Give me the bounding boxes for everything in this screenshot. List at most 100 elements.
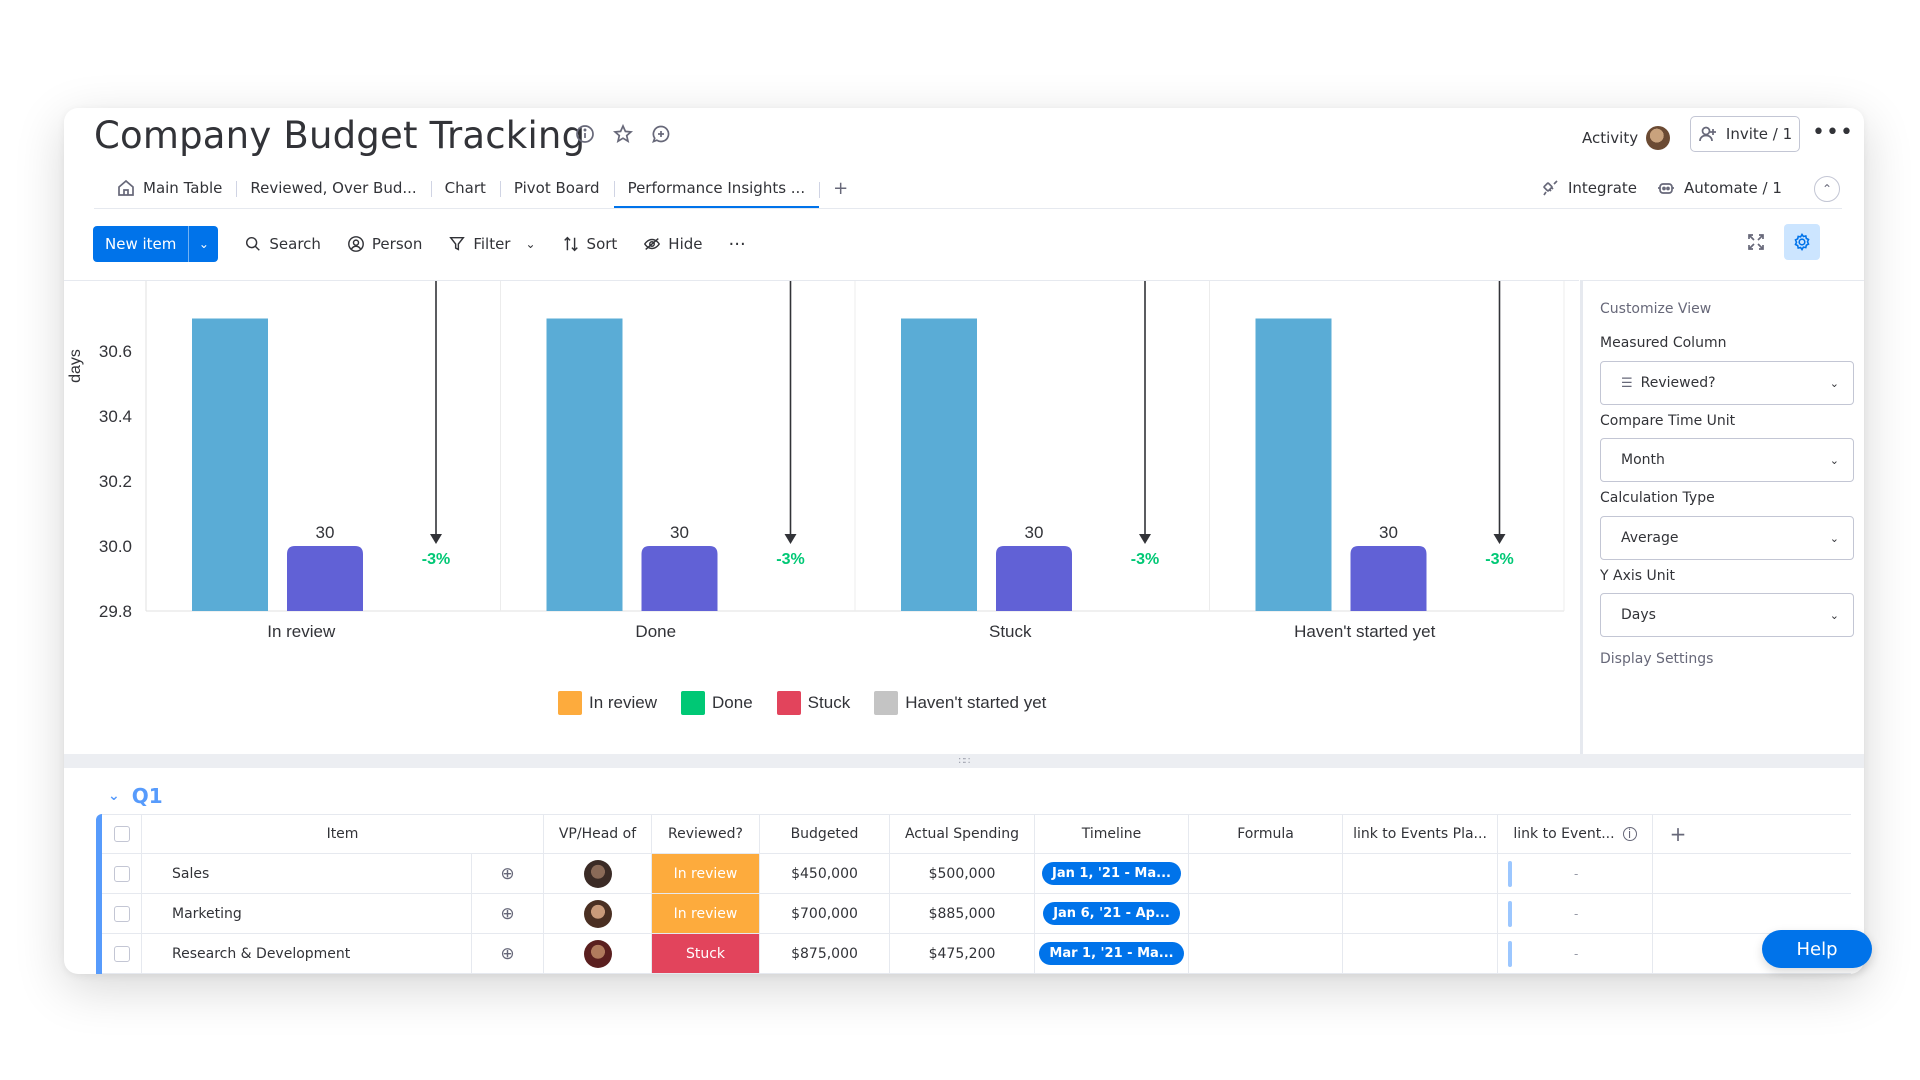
chevron-down-icon[interactable]: ⌄: [525, 237, 536, 251]
legend-item-havent-started[interactable]: Haven't started yet: [874, 691, 1046, 715]
y-axis-unit-select[interactable]: Days ⌄: [1600, 593, 1854, 637]
budgeted-cell[interactable]: $450,000: [760, 854, 890, 893]
status-cell[interactable]: In review: [652, 854, 760, 893]
tab-pivot-board[interactable]: Pivot Board: [499, 168, 614, 208]
person-cell[interactable]: [544, 894, 652, 933]
column-header-link-events[interactable]: link to Event... i: [1498, 815, 1653, 853]
timeline-cell[interactable]: Jan 1, '21 - Ma...: [1035, 854, 1189, 893]
bar-current: [287, 546, 363, 611]
add-view-button[interactable]: +: [819, 178, 862, 199]
table-row[interactable]: Marketing ⊕ In review $700,000 $885,000 …: [102, 894, 1851, 934]
tab-main-table[interactable]: Main Table: [102, 168, 236, 208]
link-cell[interactable]: -: [1498, 854, 1653, 893]
activity-button[interactable]: Activity: [1582, 126, 1671, 150]
checkbox[interactable]: [113, 905, 130, 922]
group-title[interactable]: Q1: [131, 784, 163, 808]
collapse-header-button[interactable]: ⌃: [1814, 176, 1840, 202]
table-row[interactable]: Research & Development ⊕ Stuck $875,000 …: [102, 934, 1851, 974]
chevron-down-icon[interactable]: ⌄: [108, 788, 120, 804]
link-cell[interactable]: [1343, 854, 1498, 893]
widget-settings-button[interactable]: [1784, 224, 1820, 260]
search-button[interactable]: Search: [244, 235, 321, 253]
info-icon[interactable]: i: [1622, 827, 1637, 841]
checkbox[interactable]: [113, 945, 130, 962]
calculation-type-label: Calculation Type: [1600, 490, 1715, 506]
change-percent-label: -3%: [422, 551, 450, 568]
timeline-cell[interactable]: Mar 1, '21 - Ma...: [1035, 934, 1189, 973]
row-checkbox[interactable]: [102, 934, 142, 973]
person-avatar: [583, 899, 612, 928]
checkbox[interactable]: [113, 865, 130, 882]
person-cell[interactable]: [544, 854, 652, 893]
integrate-button[interactable]: Integrate: [1540, 178, 1637, 198]
chat-icon[interactable]: [651, 124, 671, 144]
add-column-button[interactable]: +: [1669, 822, 1687, 846]
actual-spending-cell[interactable]: $500,000: [890, 854, 1035, 893]
column-header-formula[interactable]: Formula: [1189, 815, 1343, 853]
y-tick-label: 30.4: [99, 407, 132, 426]
link-cell[interactable]: -: [1498, 934, 1653, 973]
link-cell[interactable]: [1343, 934, 1498, 973]
column-header-actual[interactable]: Actual Spending: [890, 815, 1035, 853]
tab-chart[interactable]: Chart: [430, 168, 500, 208]
filter-button[interactable]: Filter ⌄: [448, 235, 536, 253]
display-settings-heading[interactable]: Display Settings: [1600, 651, 1714, 667]
invite-button[interactable]: Invite / 1: [1690, 116, 1800, 152]
timeline-pill: Jan 6, '21 - Ap...: [1043, 902, 1180, 925]
link-cell[interactable]: [1343, 894, 1498, 933]
calculation-type-select[interactable]: Average ⌄: [1600, 516, 1854, 560]
column-header-timeline[interactable]: Timeline: [1035, 815, 1189, 853]
formula-cell[interactable]: [1189, 854, 1343, 893]
item-name[interactable]: Sales: [142, 854, 472, 893]
star-icon[interactable]: [613, 124, 633, 144]
add-update-button[interactable]: ⊕: [472, 854, 544, 893]
automate-button[interactable]: Automate / 1: [1656, 178, 1782, 198]
status-cell[interactable]: In review: [652, 894, 760, 933]
person-filter-button[interactable]: Person: [347, 235, 422, 253]
tab-reviewed-over-budget[interactable]: Reviewed, Over Bud...: [236, 168, 430, 208]
group-header[interactable]: ⌄ Q1: [108, 784, 163, 808]
status-cell[interactable]: Stuck: [652, 934, 760, 973]
resize-handle[interactable]: ∷∷: [64, 754, 1864, 768]
actual-spending-cell[interactable]: $885,000: [890, 894, 1035, 933]
add-update-button[interactable]: ⊕: [472, 894, 544, 933]
actual-spending-cell[interactable]: $475,200: [890, 934, 1035, 973]
budgeted-cell[interactable]: $700,000: [760, 894, 890, 933]
tab-performance-insights[interactable]: Performance Insights ...: [613, 168, 820, 209]
legend-item-in-review[interactable]: In review: [558, 691, 657, 715]
table-row[interactable]: Sales ⊕ In review $450,000 $500,000 Jan …: [102, 854, 1851, 894]
chevron-down-icon: ⌄: [1829, 453, 1839, 467]
checkbox[interactable]: [113, 826, 130, 842]
compare-time-unit-select[interactable]: Month ⌄: [1600, 438, 1854, 482]
measured-column-select[interactable]: ☰ Reviewed? ⌄: [1600, 361, 1854, 405]
more-actions-button[interactable]: ···: [728, 233, 746, 255]
link-cell[interactable]: -: [1498, 894, 1653, 933]
item-name[interactable]: Research & Development: [142, 934, 472, 973]
chevron-down-icon[interactable]: ⌄: [188, 226, 218, 262]
board-more-menu[interactable]: •••: [1812, 120, 1854, 145]
column-header-budgeted[interactable]: Budgeted: [760, 815, 890, 853]
row-checkbox[interactable]: [102, 854, 142, 893]
hide-button[interactable]: Hide: [643, 235, 703, 253]
formula-cell[interactable]: [1189, 934, 1343, 973]
robot-icon: [1656, 178, 1676, 198]
column-header-link-events-plan[interactable]: link to Events Pla...: [1343, 815, 1498, 853]
row-checkbox[interactable]: [102, 894, 142, 933]
sort-button[interactable]: Sort: [562, 235, 617, 253]
item-name[interactable]: Marketing: [142, 894, 472, 933]
formula-cell[interactable]: [1189, 894, 1343, 933]
legend-item-done[interactable]: Done: [681, 691, 753, 715]
column-header-item[interactable]: Item: [142, 815, 544, 853]
info-icon[interactable]: [575, 124, 595, 144]
add-update-button[interactable]: ⊕: [472, 934, 544, 973]
column-header-reviewed[interactable]: Reviewed?: [652, 815, 760, 853]
timeline-cell[interactable]: Jan 6, '21 - Ap...: [1035, 894, 1189, 933]
new-item-button[interactable]: New item ⌄: [93, 226, 219, 262]
help-button[interactable]: Help: [1762, 930, 1872, 968]
select-all-checkbox[interactable]: [102, 815, 142, 853]
budgeted-cell[interactable]: $875,000: [760, 934, 890, 973]
fullscreen-icon[interactable]: [1746, 232, 1766, 252]
person-cell[interactable]: [544, 934, 652, 973]
column-header-vp[interactable]: VP/Head of: [544, 815, 652, 853]
legend-item-stuck[interactable]: Stuck: [776, 691, 850, 715]
